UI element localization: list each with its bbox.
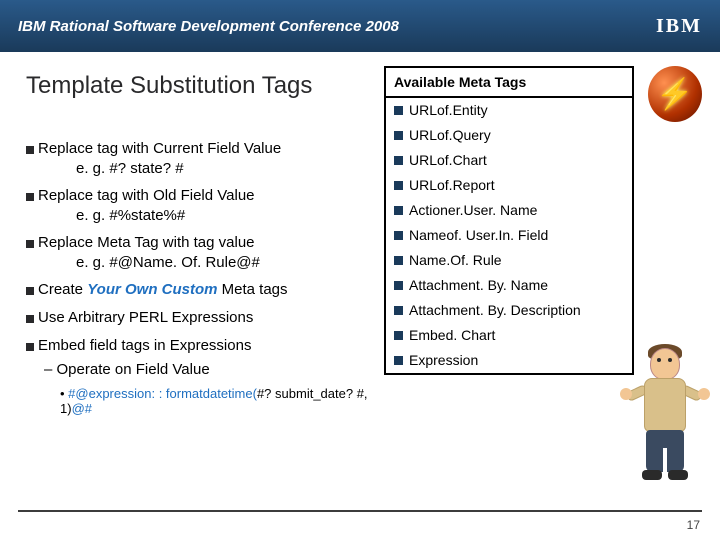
bullet-item: Use Arbitrary PERL Expressions (26, 309, 386, 327)
bullet-square-icon (394, 306, 403, 315)
bullet-square-icon (394, 231, 403, 240)
meta-item: Actioner.User. Name (386, 198, 632, 223)
bullet-square-icon (26, 315, 34, 323)
bullet-example: e. g. #%state%# (76, 207, 386, 224)
bullet-item: Replace tag with Old Field Value (26, 187, 386, 205)
meta-item: Expression (386, 348, 632, 373)
meta-item-label: Expression (409, 352, 478, 368)
meta-item: Attachment. By. Description (386, 298, 632, 323)
meta-item-label: Attachment. By. Description (409, 302, 581, 318)
bullet-square-icon (26, 146, 34, 154)
bullet-item: Create Your Own Custom Meta tags (26, 281, 386, 299)
meta-item: URLof.Chart (386, 148, 632, 173)
bullet-text: Replace Meta Tag with tag value (38, 234, 255, 251)
meta-item-label: Actioner.User. Name (409, 202, 537, 218)
bullet-text: Create Your Own Custom Meta tags (38, 281, 288, 298)
meta-item: Attachment. By. Name (386, 273, 632, 298)
bullet-square-icon (26, 193, 34, 201)
expr-part: @# (72, 401, 92, 416)
bullet-square-icon (394, 356, 403, 365)
bullet-item: Replace tag with Current Field Value (26, 140, 386, 158)
slide-content: Template Substitution Tags Available Met… (0, 52, 720, 375)
lightning-bolt-icon: ⚡ (656, 77, 693, 112)
meta-item-label: Embed. Chart (409, 327, 495, 343)
meta-item: Name.Of. Rule (386, 248, 632, 273)
bullet-square-icon (26, 287, 34, 295)
meta-tags-header: Available Meta Tags (386, 68, 632, 98)
meta-item-label: Nameof. User.In. Field (409, 227, 548, 243)
bullet-square-icon (394, 206, 403, 215)
bullet-square-icon (394, 256, 403, 265)
bullet-text: Embed field tags in Expressions (38, 337, 251, 354)
bullet-text: Replace tag with Current Field Value (38, 140, 281, 157)
main-bullets: Replace tag with Current Field Value e. … (26, 130, 386, 416)
lightning-badge-icon: ⚡ (648, 66, 702, 122)
meta-item-label: URLof.Report (409, 177, 495, 193)
meta-item: URLof.Report (386, 173, 632, 198)
emphasis-text: Your Own Custom (87, 281, 217, 298)
character-illustration (620, 344, 710, 504)
ibm-logo-text: IBM (656, 15, 702, 38)
expr-part: #@expression: : formatdatetime( (68, 386, 257, 401)
bullet-example: e. g. #@Name. Of. Rule@# (76, 254, 386, 271)
meta-item: URLof.Entity (386, 98, 632, 123)
bullet-example: e. g. #? state? # (76, 160, 386, 177)
conference-name: IBM Rational Software Development Confer… (18, 18, 399, 35)
bullet-square-icon (394, 156, 403, 165)
bullet-item: Embed field tags in Expressions (26, 337, 386, 355)
expression-line: • #@expression: : formatdatetime(#? subm… (60, 386, 386, 416)
meta-item-label: URLof.Query (409, 127, 491, 143)
slide-header: IBM Rational Software Development Confer… (0, 0, 720, 52)
bullet-square-icon (26, 240, 34, 248)
meta-item: Nameof. User.In. Field (386, 223, 632, 248)
slide-title: Template Substitution Tags (26, 66, 376, 100)
meta-tags-box: Available Meta Tags URLof.Entity URLof.Q… (384, 66, 634, 375)
meta-item-label: URLof.Entity (409, 102, 488, 118)
expr-part: #? submit_date? # (257, 386, 364, 401)
bullet-square-icon (394, 331, 403, 340)
bullet-square-icon (394, 281, 403, 290)
page-number: 17 (687, 518, 700, 532)
meta-item-label: Name.Of. Rule (409, 252, 502, 268)
bullet-square-icon (394, 181, 403, 190)
bullet-text: Use Arbitrary PERL Expressions (38, 309, 253, 326)
bullet-square-icon (26, 343, 34, 351)
bullet-item: Replace Meta Tag with tag value (26, 234, 386, 252)
meta-item-label: Attachment. By. Name (409, 277, 548, 293)
meta-item: URLof.Query (386, 123, 632, 148)
meta-item-label: URLof.Chart (409, 152, 487, 168)
bullet-square-icon (394, 131, 403, 140)
footer-divider (18, 510, 702, 512)
bullet-text: Replace tag with Old Field Value (38, 187, 255, 204)
bullet-square-icon (394, 106, 403, 115)
sub-bullet: – Operate on Field Value (44, 361, 386, 378)
meta-item: Embed. Chart (386, 323, 632, 348)
